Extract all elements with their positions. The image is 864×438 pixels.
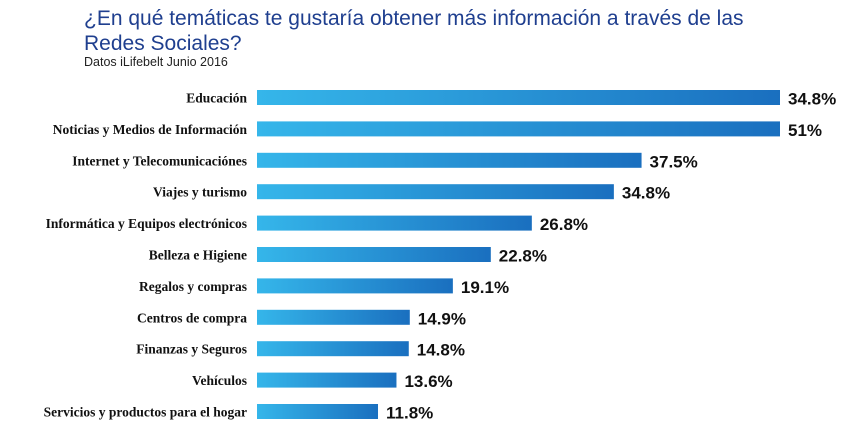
category-label: Viajes y turismo <box>153 185 247 200</box>
value-label: 51% <box>788 121 822 140</box>
bar <box>257 215 532 231</box>
category-label: Centros de compra <box>137 310 247 325</box>
value-label: 34.8% <box>622 184 670 203</box>
bar <box>257 152 642 168</box>
category-label: Educación <box>186 91 247 106</box>
bar <box>257 309 410 325</box>
value-label: 26.8% <box>540 215 588 234</box>
bar <box>257 121 780 137</box>
bar <box>257 404 379 419</box>
value-label: 34.8% <box>788 90 836 109</box>
chart-title: ¿En qué temáticas te gustaría obtener má… <box>84 7 744 55</box>
category-label: Informática y Equipos electrónicos <box>46 216 247 231</box>
value-label: 22.8% <box>499 247 547 266</box>
category-label: Vehículos <box>192 373 247 388</box>
value-label: 13.6% <box>404 372 452 391</box>
bars-layer: Educación 34.8% Noticias y Medios de Infor… <box>44 90 837 423</box>
bar <box>257 341 409 357</box>
value-label: 14.9% <box>418 309 466 328</box>
bar <box>257 247 491 262</box>
category-label: Finanzas y Seguros <box>136 342 247 357</box>
bar <box>257 90 780 105</box>
category-label: Servicios y productos para el hogar <box>44 405 247 420</box>
chart-subtitle: Datos iLifebelt Junio 2016 <box>84 55 228 69</box>
bar <box>257 278 453 294</box>
category-label: Regalos y compras <box>139 279 247 294</box>
value-label: 19.1% <box>461 278 509 297</box>
category-label: Belleza e Higiene <box>149 248 247 263</box>
value-label: 37.5% <box>650 152 698 171</box>
bar <box>257 372 397 388</box>
value-label: 14.8% <box>417 341 465 360</box>
value-label: 11.8% <box>386 404 433 423</box>
category-label: Internet y Telecomunicaciónes <box>72 153 247 168</box>
category-label: Noticias y Medios de Información <box>53 122 248 137</box>
bar <box>257 184 614 200</box>
